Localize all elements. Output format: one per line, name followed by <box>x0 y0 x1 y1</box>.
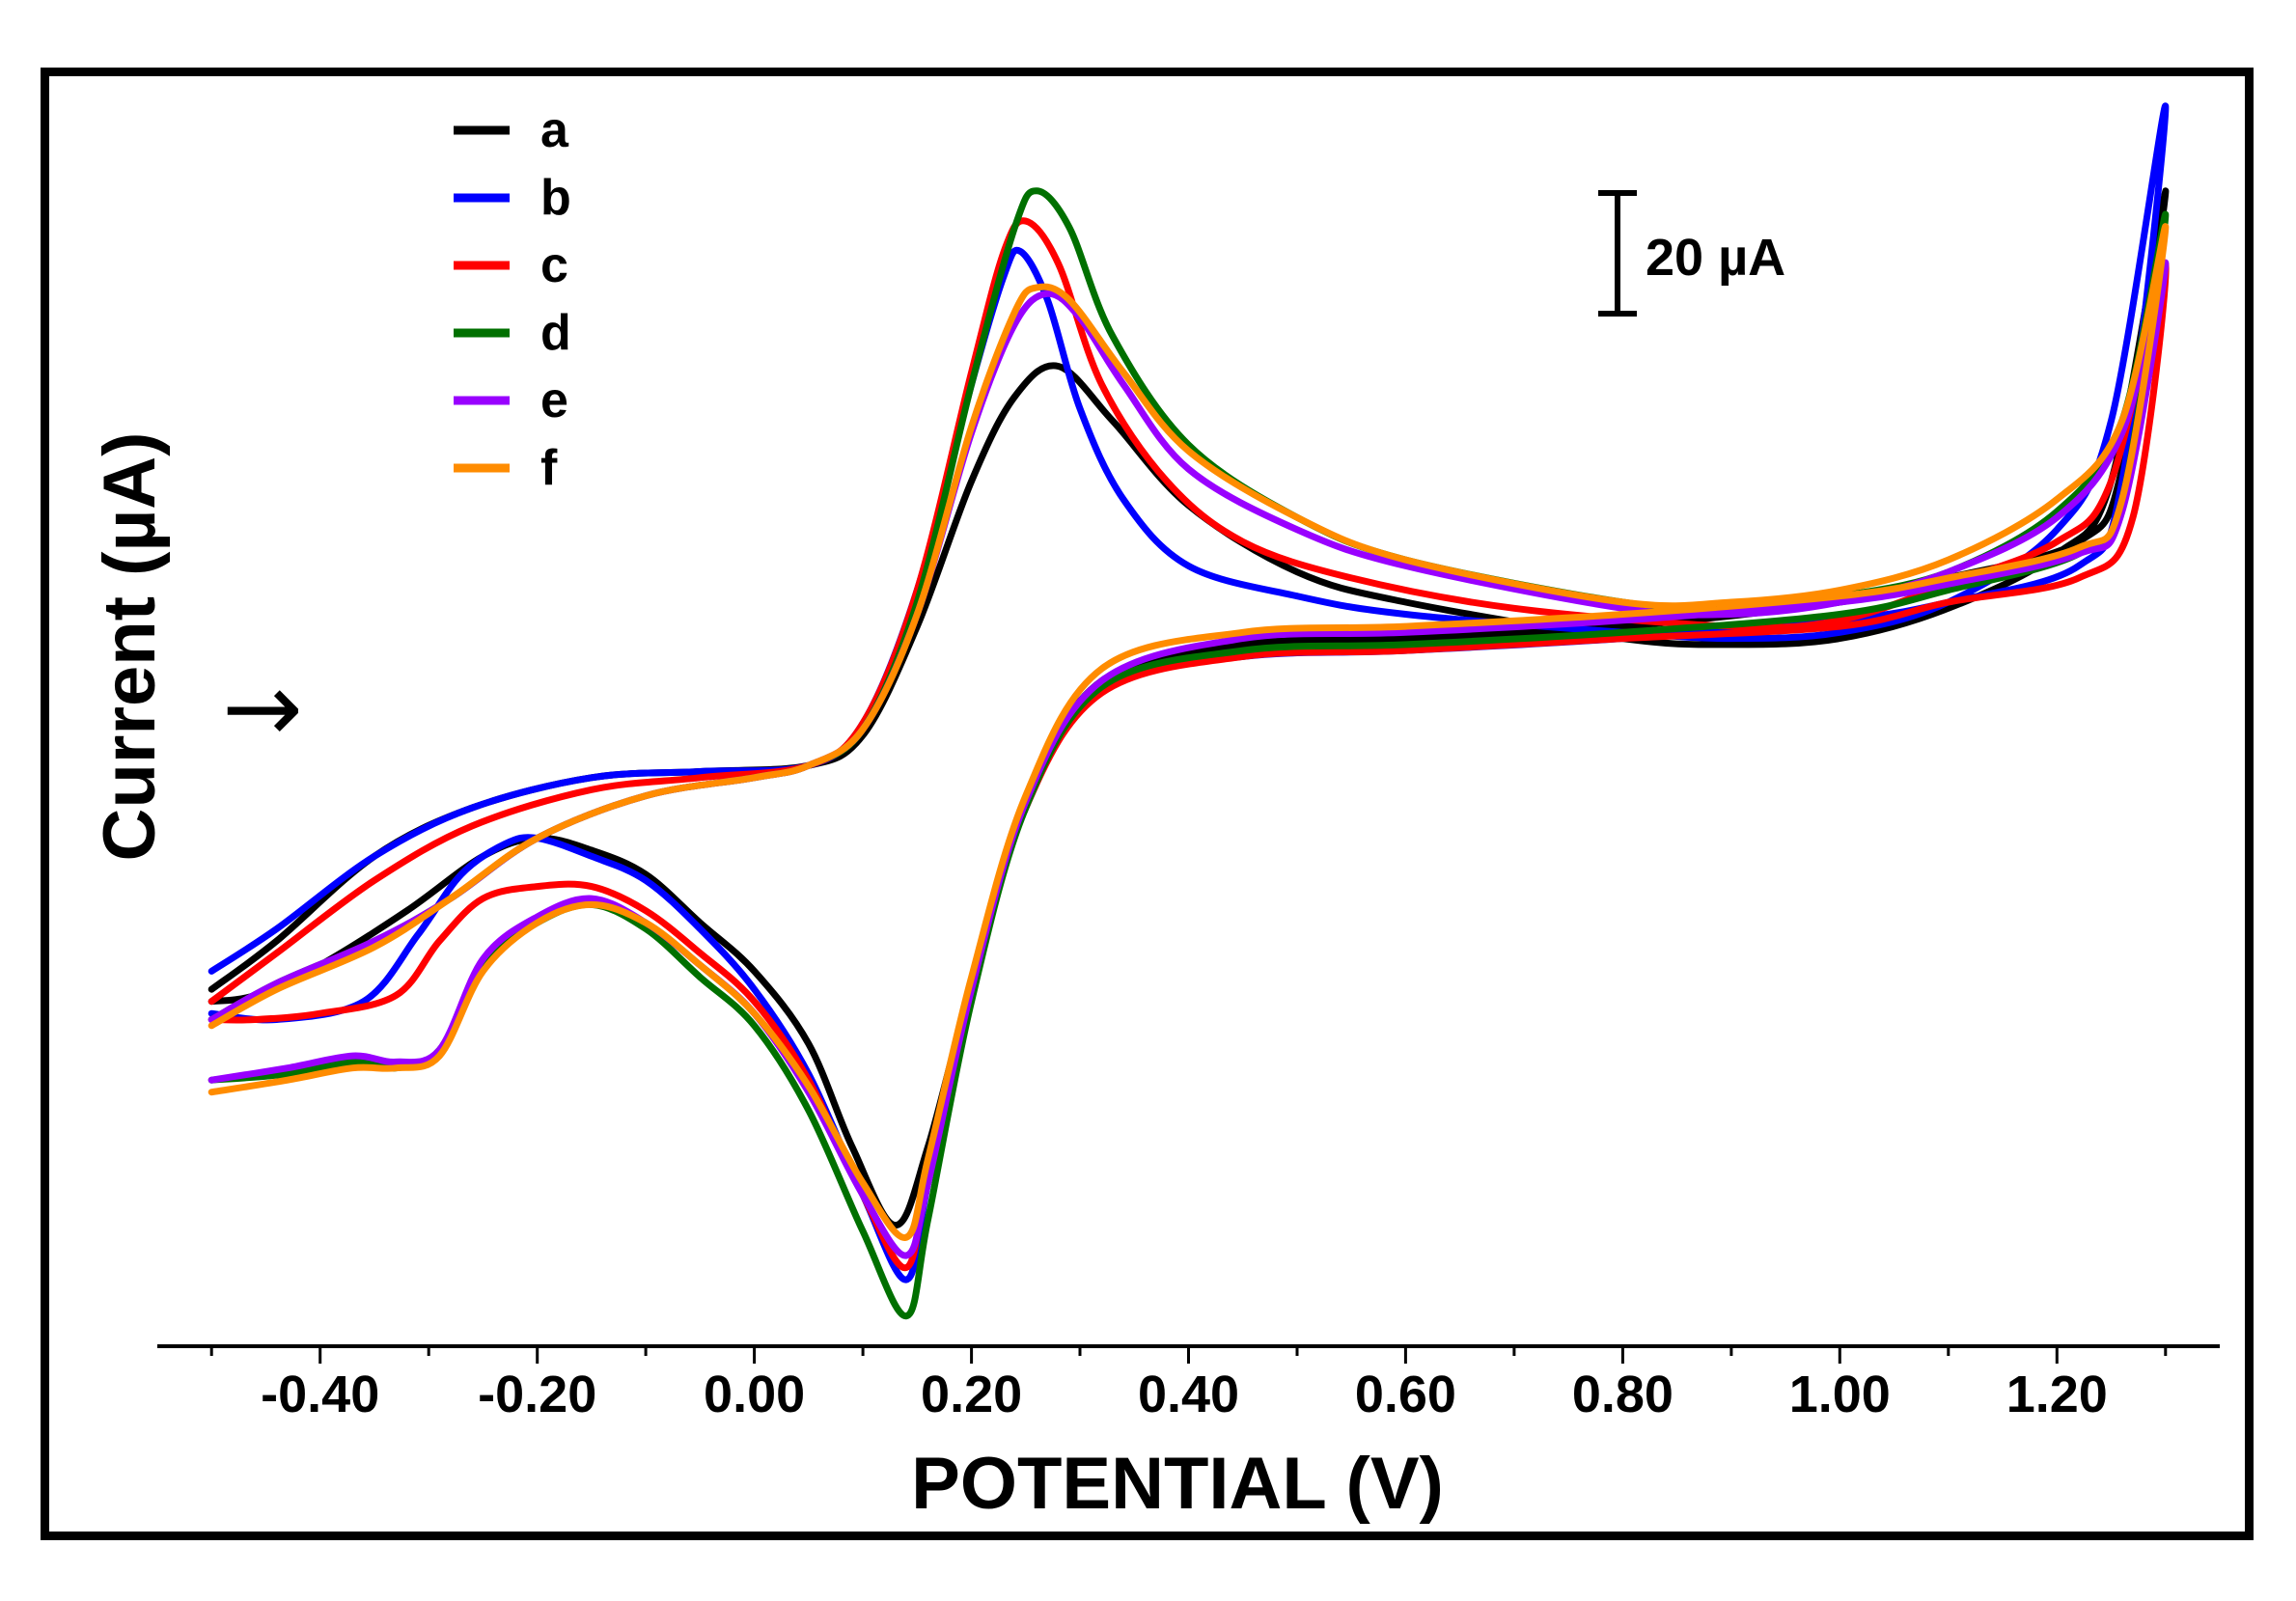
scan-direction-arrow: → <box>222 651 303 764</box>
legend-item-e: e <box>454 373 568 428</box>
x-tick-label: 1.20 <box>2006 1366 2108 1423</box>
series-line-e <box>207 259 2170 1259</box>
y-axis-title: Current (µA) <box>89 432 171 862</box>
x-tick-label: -0.40 <box>261 1366 379 1423</box>
series-c <box>207 217 2170 1272</box>
legend-label-a: a <box>540 102 569 158</box>
legend-item-c: c <box>454 237 568 293</box>
series-a <box>207 187 2170 1229</box>
legend-label-c: c <box>540 237 568 293</box>
series-line-a <box>207 187 2170 1229</box>
series-e <box>207 259 2170 1259</box>
legend-item-f: f <box>454 440 558 496</box>
series-line-f <box>207 223 2170 1241</box>
legend-item-d: d <box>454 305 571 361</box>
series-line-b <box>207 102 2170 1284</box>
x-tick-label: 0.20 <box>921 1366 1022 1423</box>
scale-bar: 20 µA <box>1598 190 1785 317</box>
x-tick-label: -0.20 <box>478 1366 596 1423</box>
legend-item-a: a <box>454 102 569 158</box>
legend-label-e: e <box>540 373 568 428</box>
series-f <box>207 223 2170 1241</box>
x-tick-label: 1.00 <box>1789 1366 1891 1423</box>
x-tick-label: 0.00 <box>704 1366 805 1423</box>
legend-label-d: d <box>540 305 571 361</box>
figure-frame <box>41 68 2254 1540</box>
x-axis-title: POTENTIAL (V) <box>911 1443 1444 1525</box>
legend-item-b: b <box>454 170 571 226</box>
legend-label-f: f <box>540 440 558 496</box>
series-d <box>207 187 2170 1320</box>
x-tick-label: 0.40 <box>1138 1366 1239 1423</box>
series-group <box>207 102 2170 1320</box>
legend-label-b: b <box>540 170 571 226</box>
x-ticks: -0.40 -0.20 0.00 0.20 0.40 0.60 0.80 1.00 1.20 <box>209 1346 2168 1423</box>
x-tick-label: 0.60 <box>1355 1366 1456 1423</box>
series-b <box>207 102 2170 1284</box>
series-line-c <box>207 217 2170 1272</box>
series-line-d <box>207 187 2170 1320</box>
x-tick-label: 0.80 <box>1572 1366 1674 1423</box>
scale-bar-label: 20 µA <box>1646 229 1785 287</box>
